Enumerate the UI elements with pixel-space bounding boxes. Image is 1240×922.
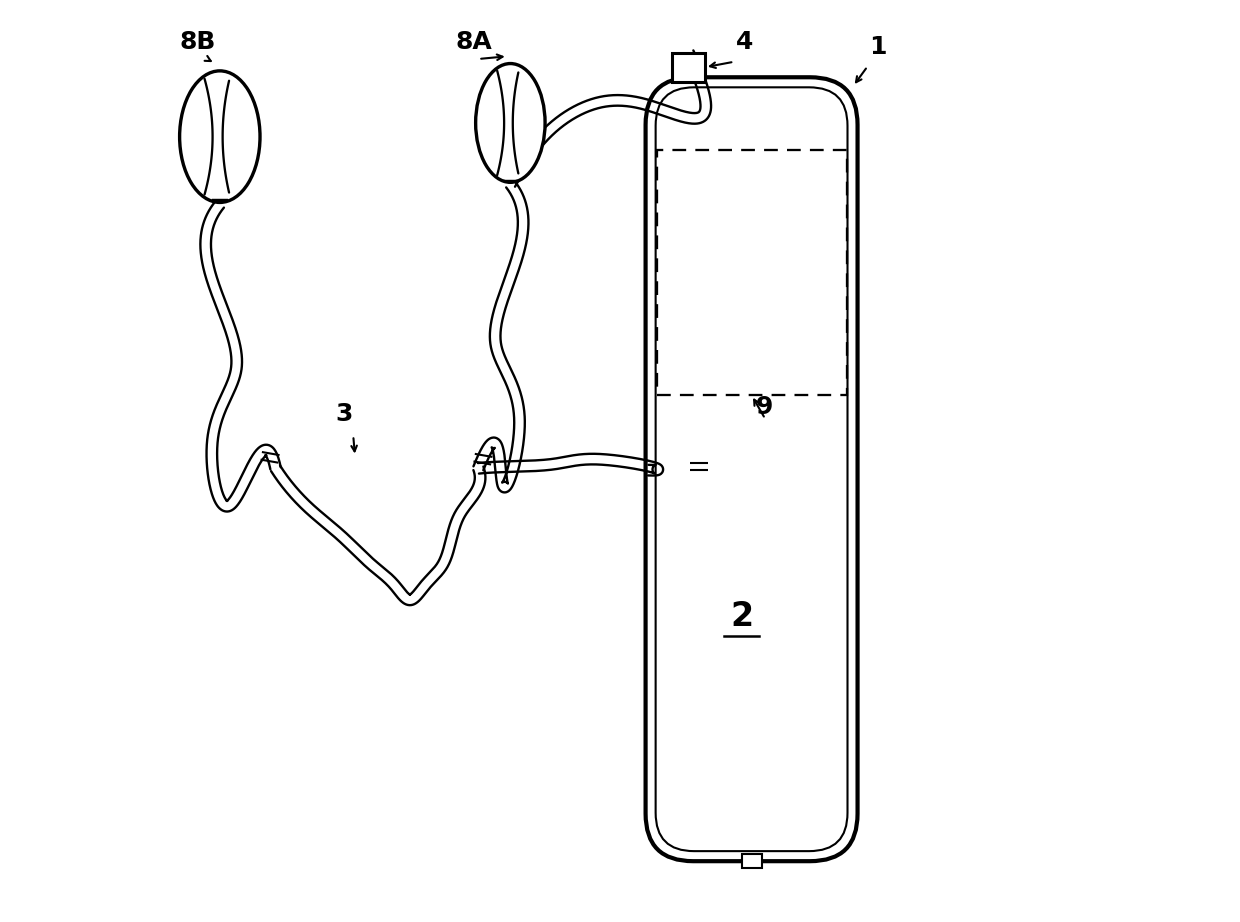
- Text: 2: 2: [730, 600, 754, 632]
- Bar: [742, 854, 761, 869]
- Text: 1: 1: [869, 35, 887, 59]
- Text: 9: 9: [756, 395, 774, 419]
- Bar: [672, 53, 706, 82]
- FancyBboxPatch shape: [646, 77, 858, 861]
- Text: 4: 4: [737, 30, 754, 54]
- Ellipse shape: [476, 64, 546, 183]
- Text: 3: 3: [335, 402, 352, 426]
- FancyBboxPatch shape: [656, 88, 847, 851]
- Text: 8A: 8A: [455, 30, 492, 54]
- Text: 8B: 8B: [180, 30, 216, 54]
- Bar: [656, 150, 847, 396]
- Ellipse shape: [180, 71, 260, 203]
